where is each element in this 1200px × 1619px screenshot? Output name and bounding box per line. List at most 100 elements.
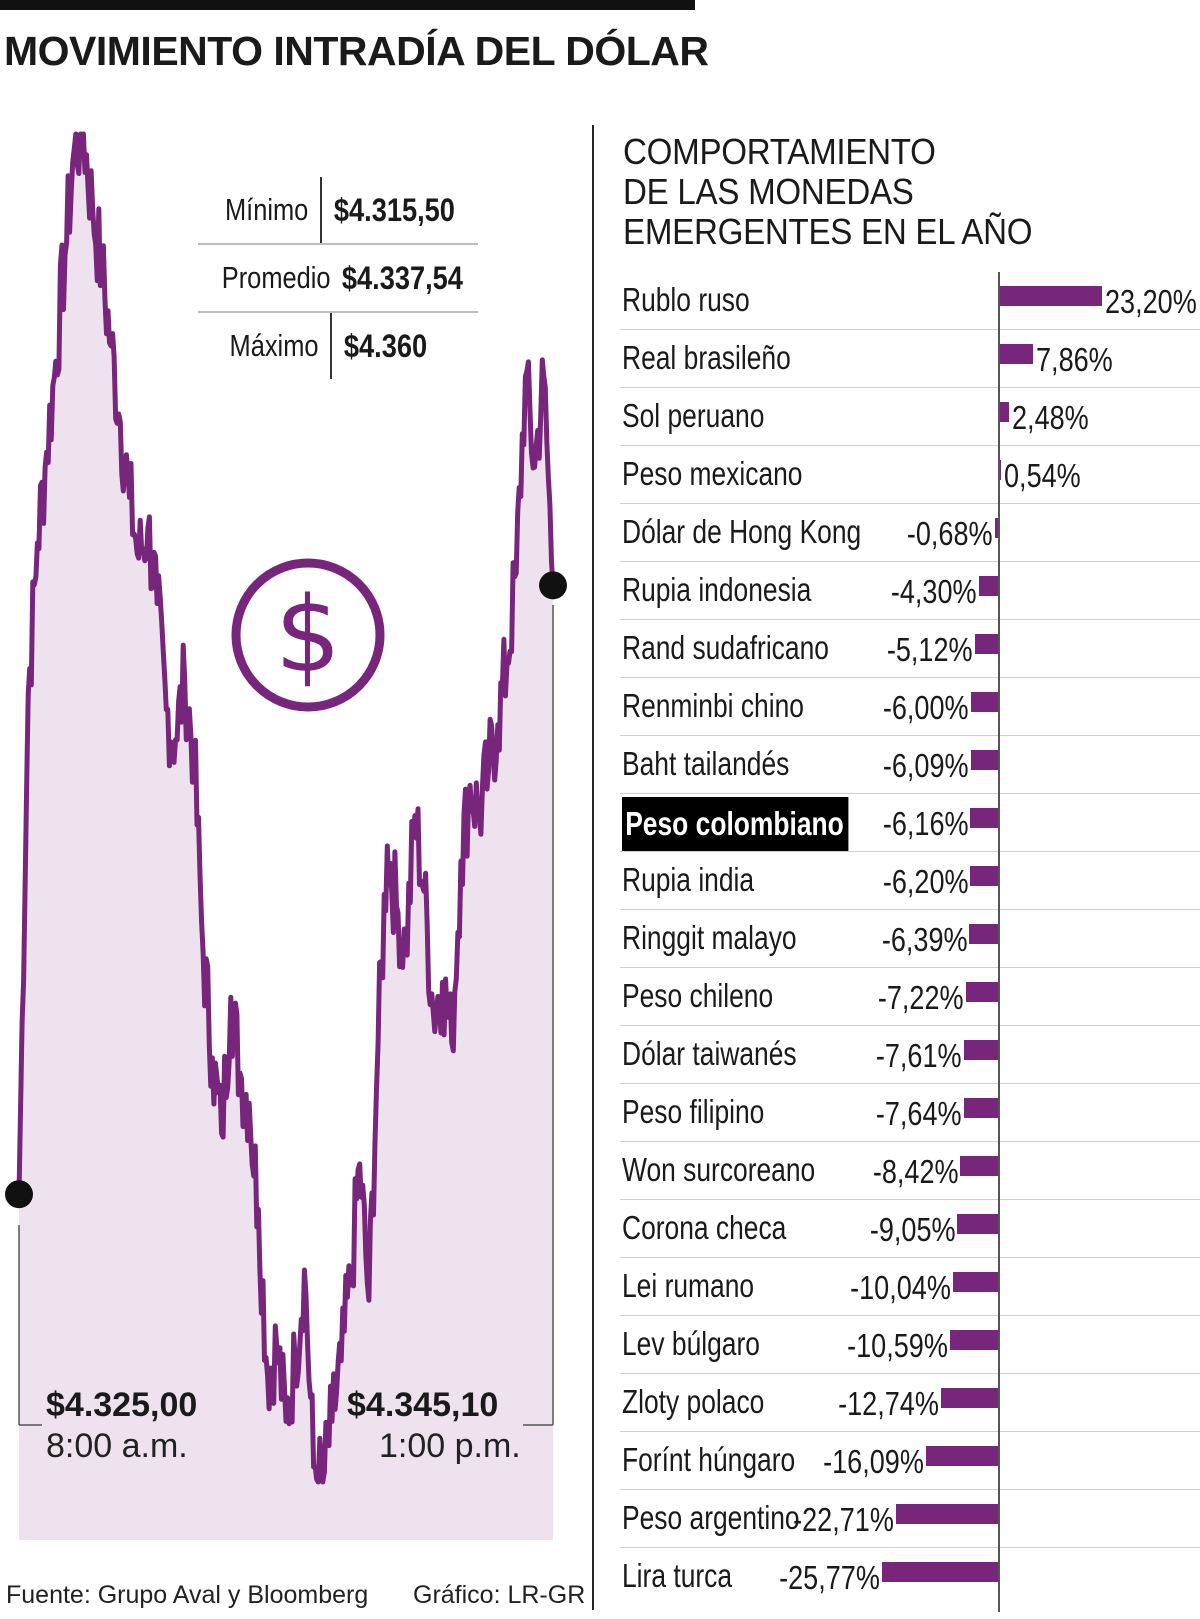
bar	[969, 924, 998, 944]
bar-label: Corona checa	[622, 1209, 787, 1246]
bar-row: Lei rumano -10,04%	[620, 1258, 1200, 1316]
bar	[940, 1388, 998, 1408]
intraday-line-chart	[5, 131, 567, 1540]
row-divider	[620, 1256, 1200, 1258]
bar-value-label: 7,86%	[1036, 341, 1114, 378]
bar-chart-title: COMPORTAMIENTO DE LAS MONEDAS EMERGENTES…	[623, 132, 1068, 252]
row-divider	[620, 1430, 1200, 1432]
row-divider	[620, 1140, 1200, 1142]
bar-label: Rupia india	[622, 861, 755, 898]
bar-row: Rand sudafricano -5,12%	[620, 620, 1200, 678]
source-note: Fuente: Grupo Aval y Bloomberg	[6, 1581, 369, 1609]
bar-chart-title-line: EMERGENTES EN EL AÑO	[623, 211, 1033, 252]
bar-row: Sol peruano 2,48%	[620, 388, 1200, 446]
bar	[994, 518, 998, 538]
row-divider	[620, 1314, 1200, 1316]
intraday-line	[16, 131, 556, 1485]
svg-text:$: $	[275, 574, 341, 696]
stats-table: Mínimo $4.315,50 Promedio $4.337,54 Máxi…	[198, 177, 478, 379]
bar-label: Peso chileno	[622, 977, 774, 1014]
bar	[950, 1330, 998, 1350]
stat-label: Máximo	[229, 328, 319, 363]
bar	[998, 344, 1034, 364]
stat-value: $4.360	[343, 327, 428, 364]
bar-row: Peso argentino -22,71%	[620, 1490, 1200, 1548]
bar	[970, 808, 998, 828]
top-rule	[0, 0, 695, 10]
bar-label: Lev búlgaro	[622, 1325, 760, 1362]
bar-label: Renminbi chino	[622, 687, 804, 724]
bar-label: Sol peruano	[622, 397, 765, 434]
bar	[998, 286, 1103, 306]
open-time: 8:00 a.m.	[46, 1427, 188, 1465]
bar-value-label: -6,09%	[882, 747, 969, 784]
intraday-area	[19, 134, 553, 1540]
bar-value-label: -9,05%	[869, 1211, 956, 1248]
bar	[963, 1098, 998, 1118]
bar-label: Peso argentino	[622, 1499, 800, 1536]
row-divider	[620, 1372, 1200, 1374]
bar	[895, 1504, 998, 1524]
bar-value-label: 2,48%	[1012, 399, 1089, 436]
bar-label: Lira turca	[622, 1557, 733, 1594]
bar-label: Rublo ruso	[622, 281, 750, 318]
bar	[960, 1156, 998, 1176]
stat-row-avg: Promedio $4.337,54	[198, 245, 478, 313]
stat-label: Promedio	[221, 260, 331, 295]
bar-row: Peso chileno -7,22%	[620, 968, 1200, 1026]
bar-row: Lev búlgaro -10,59%	[620, 1316, 1200, 1374]
bar-label: Dólar taiwanés	[622, 1035, 797, 1072]
close-value: $4.345,10	[347, 1386, 499, 1424]
bar-value-label: -22,71%	[793, 1501, 894, 1538]
bar-value-label: -16,09%	[822, 1443, 924, 1480]
stat-value: $4.337,54	[341, 259, 463, 296]
bar-label: Zloty polaco	[622, 1383, 765, 1420]
bar-value-label: -6,16%	[882, 805, 969, 842]
close-marker	[539, 571, 567, 600]
stat-row-max: Máximo $4.360	[198, 313, 478, 379]
bar	[971, 692, 998, 712]
bar	[963, 1040, 998, 1060]
credit-note: Gráfico: LR-GR	[413, 1581, 586, 1609]
bar	[970, 750, 998, 770]
bar-row: Rupia india -6,20%	[620, 852, 1200, 910]
stat-separator	[319, 177, 322, 243]
bar-label: Ringgit malayo	[622, 919, 797, 956]
bar-row: Baht tailandés -6,09%	[620, 736, 1200, 794]
stat-label: Mínimo	[224, 192, 309, 227]
bar-chart-title-line: COMPORTAMIENTO	[623, 131, 936, 172]
bar-row: Lira turca -25,77%	[620, 1548, 1200, 1606]
bar-chart-title-line: DE LAS MONEDAS	[623, 171, 914, 212]
page-title: MOVIMIENTO INTRADÍA DEL DÓLAR	[4, 28, 709, 74]
bar-row: Forínt húngaro -16,09%	[620, 1432, 1200, 1490]
bar	[998, 402, 1010, 422]
stat-separator	[330, 313, 332, 379]
bar-value-label: -6,20%	[882, 863, 969, 900]
row-divider	[620, 966, 1200, 968]
bar-value-label: -7,61%	[876, 1037, 962, 1074]
row-divider	[620, 386, 1200, 388]
bar-zero-axis	[998, 272, 1000, 1612]
bar-row: Corona checa -9,05%	[620, 1200, 1200, 1258]
row-divider	[620, 1082, 1200, 1084]
bar-row: Ringgit malayo -6,39%	[620, 910, 1200, 968]
bar-label: Forínt húngaro	[622, 1441, 796, 1478]
bar-value-label: -7,64%	[875, 1095, 962, 1132]
row-divider	[620, 618, 1200, 620]
bar-row: Rublo ruso 23,20%	[620, 272, 1200, 330]
bar-row: Renminbi chino -6,00%	[620, 678, 1200, 736]
bar	[965, 982, 998, 1002]
row-divider	[620, 560, 1200, 562]
bar-label: Rand sudafricano	[622, 629, 829, 666]
bar-label: Peso filipino	[622, 1093, 765, 1130]
close-time: 1:00 p.m.	[379, 1427, 521, 1465]
bar-row: Dólar taiwanés -7,61%	[620, 1026, 1200, 1084]
bar-label: Won surcoreano	[622, 1151, 816, 1188]
bar-value-label: -7,22%	[877, 979, 964, 1016]
bar-value-label: -4,30%	[890, 573, 977, 610]
stat-row-min: Mínimo $4.315,50	[198, 177, 478, 245]
bar-row: Real brasileño 7,86%	[620, 330, 1200, 388]
row-divider	[620, 1546, 1200, 1548]
row-divider	[620, 734, 1200, 736]
bar-row: Zloty polaco -12,74%	[620, 1374, 1200, 1432]
